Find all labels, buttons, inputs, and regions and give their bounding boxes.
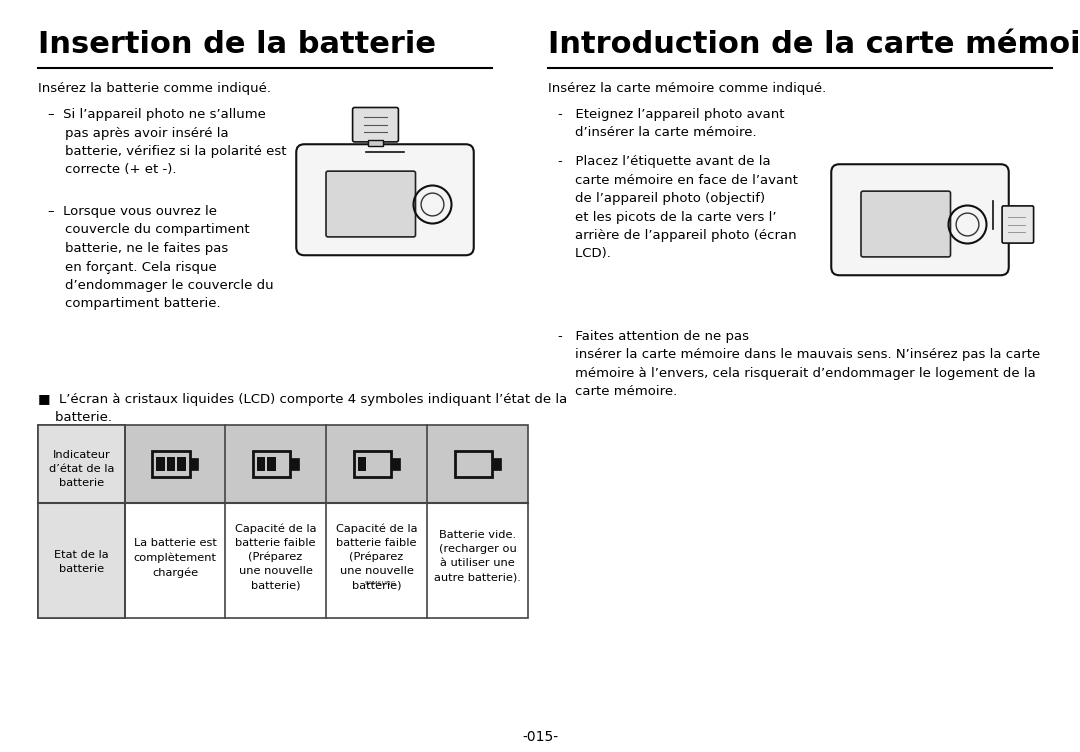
Text: SAMSUNG: SAMSUNG [364, 581, 396, 586]
Text: Insertion de la batterie: Insertion de la batterie [38, 30, 436, 59]
Bar [391, 458, 400, 470]
FancyBboxPatch shape [832, 164, 1009, 275]
Text: La batterie est
complètement
chargée: La batterie est complètement chargée [134, 538, 216, 578]
Text: Etat de la
batterie: Etat de la batterie [54, 550, 109, 575]
Bar [38, 425, 528, 503]
Text: –  Si l’appareil photo ne s’allume
    pas après avoir inséré la
    batterie, v: – Si l’appareil photo ne s’allume pas ap… [48, 108, 286, 177]
Bar [357, 457, 366, 471]
Bar [166, 457, 175, 471]
FancyBboxPatch shape [861, 191, 950, 257]
FancyBboxPatch shape [352, 108, 399, 142]
FancyBboxPatch shape [326, 171, 416, 237]
Text: -   Placez l’étiquette avant de la
    carte mémoire en face de l’avant
    de l: - Placez l’étiquette avant de la carte m… [558, 155, 798, 260]
Bar [152, 451, 190, 477]
Bar [291, 458, 298, 470]
Bar [177, 457, 186, 471]
Bar [38, 503, 125, 618]
Text: -015-: -015- [522, 730, 558, 744]
Text: -   Faites attention de ne pas: - Faites attention de ne pas [558, 330, 750, 343]
FancyBboxPatch shape [1002, 206, 1034, 243]
Text: Capacité de la
batterie faible
(Préparez
une nouvelle
batterie): Capacité de la batterie faible (Préparez… [336, 523, 417, 590]
Bar [38, 425, 125, 503]
Bar [455, 451, 492, 477]
Bar [492, 458, 500, 470]
Bar [190, 458, 198, 470]
Text: Indicateur
d’état de la
batterie: Indicateur d’état de la batterie [49, 450, 114, 488]
Bar [368, 140, 383, 146]
Bar [38, 503, 528, 618]
Text: -   Eteignez l’appareil photo avant
    d’insérer la carte mémoire.: - Eteignez l’appareil photo avant d’insé… [558, 108, 784, 140]
Text: insérer la carte mémoire dans le mauvais sens. N’insérez pas la carte
    mémoir: insérer la carte mémoire dans le mauvais… [558, 348, 1040, 398]
Bar [253, 451, 291, 477]
Text: Insérez la batterie comme indiqué.: Insérez la batterie comme indiqué. [38, 82, 271, 95]
Bar [353, 451, 391, 477]
Text: Capacité de la
batterie faible
(Préparez
une nouvelle
batterie): Capacité de la batterie faible (Préparez… [234, 523, 316, 590]
Text: –  Lorsque vous ouvrez le
    couvercle du compartiment
    batterie, ne le fait: – Lorsque vous ouvrez le couvercle du co… [48, 205, 273, 311]
Bar [257, 457, 265, 471]
Bar [267, 457, 275, 471]
Bar [156, 457, 164, 471]
Text: ■  L’écran à cristaux liquides (LCD) comporte 4 symboles indiquant l’état de la
: ■ L’écran à cristaux liquides (LCD) comp… [38, 393, 567, 424]
Text: Insérez la carte mémoire comme indiqué.: Insérez la carte mémoire comme indiqué. [548, 82, 826, 95]
FancyBboxPatch shape [296, 144, 474, 255]
Text: Introduction de la carte mémoire: Introduction de la carte mémoire [548, 30, 1080, 59]
Text: Batterie vide.
(recharger ou
à utiliser une
autre batterie).: Batterie vide. (recharger ou à utiliser … [434, 530, 521, 583]
